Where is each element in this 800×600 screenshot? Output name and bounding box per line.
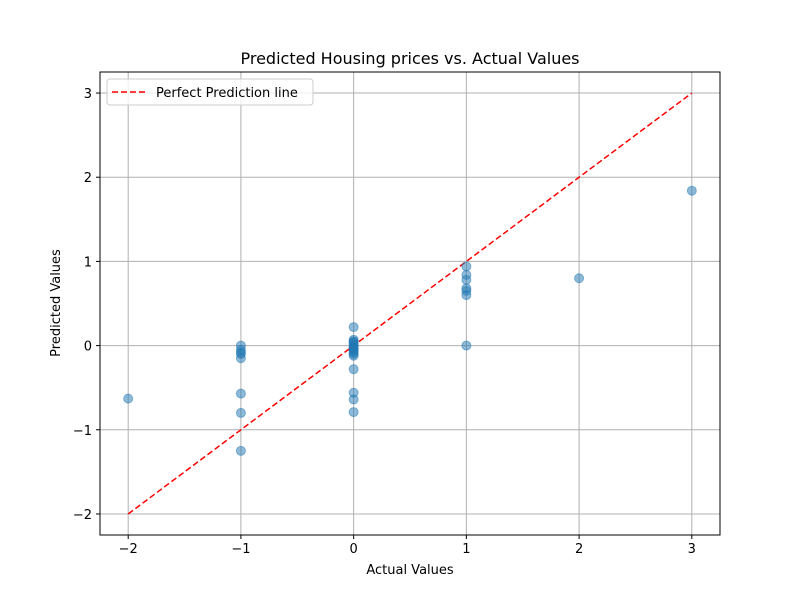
data-point <box>348 407 359 418</box>
x-tick-label: 3 <box>688 542 696 557</box>
y-tick-label: 0 <box>84 340 92 355</box>
x-axis-ticks: −2 −1 0 1 2 3 <box>119 535 696 557</box>
legend: Perfect Prediction line <box>106 78 314 106</box>
data-point <box>123 393 134 404</box>
data-point <box>461 340 472 351</box>
reference-line-layer <box>127 92 693 515</box>
data-point <box>235 347 246 358</box>
plot-frame <box>99 71 721 536</box>
data-point <box>348 322 359 333</box>
data-point <box>461 261 472 272</box>
y-tick-label: 2 <box>84 171 92 186</box>
data-point <box>348 345 359 356</box>
data-points <box>123 185 697 456</box>
data-point <box>461 290 472 301</box>
perfect-prediction-line <box>127 92 693 515</box>
data-point <box>235 407 246 418</box>
x-tick-label: −1 <box>231 542 250 557</box>
y-tick-label: −2 <box>73 508 92 523</box>
y-tick-label: −1 <box>73 424 92 439</box>
chart-title: Predicted Housing prices vs. Actual Valu… <box>240 49 579 68</box>
data-point <box>574 273 585 284</box>
data-point <box>235 445 246 456</box>
x-tick-label: −2 <box>119 542 138 557</box>
data-point <box>235 388 246 399</box>
data-point <box>348 364 359 375</box>
x-tick-label: 0 <box>349 542 357 557</box>
legend-box <box>106 78 314 106</box>
data-point <box>461 274 472 285</box>
x-tick-label: 2 <box>575 542 583 557</box>
legend-label: Perfect Prediction line <box>156 86 298 101</box>
data-point <box>686 185 697 196</box>
y-tick-label: 3 <box>84 87 92 102</box>
y-axis-label: Predicted Values <box>49 249 64 357</box>
y-tick-label: 1 <box>84 255 92 270</box>
x-tick-label: 1 <box>462 542 470 557</box>
y-axis-ticks: −2 −1 0 1 2 3 <box>73 87 100 523</box>
data-point <box>348 394 359 405</box>
x-axis-label: Actual Values <box>366 563 454 578</box>
